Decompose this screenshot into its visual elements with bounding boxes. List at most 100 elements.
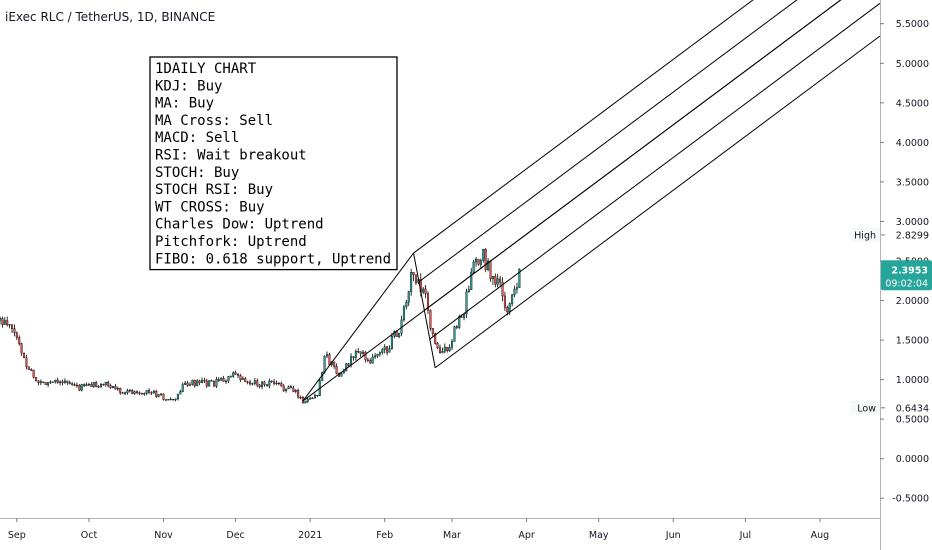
candle-body[interactable] [234,372,237,375]
candle-body[interactable] [73,384,76,386]
candle-body[interactable] [273,381,276,384]
candle-body[interactable] [25,357,28,367]
candle-body[interactable] [306,399,309,402]
candle-body[interactable] [491,276,494,279]
candle-body[interactable] [285,388,288,391]
candle-body[interactable] [436,343,439,348]
candle-body[interactable] [8,324,11,326]
candle-body[interactable] [114,385,117,390]
candle-body[interactable] [503,295,506,308]
candle-body[interactable] [18,337,21,344]
candle-body[interactable] [85,384,88,387]
candle-body[interactable] [328,354,331,366]
candle-body[interactable] [42,381,45,383]
candle-body[interactable] [253,380,256,384]
candle-body[interactable] [304,401,307,404]
candle-body[interactable] [323,355,326,373]
pitchfork-lower-tine[interactable] [434,35,881,369]
candle-body[interactable] [56,379,59,384]
candle-body[interactable] [246,381,249,383]
candle-body[interactable] [193,380,196,387]
candle-body[interactable] [3,320,6,325]
candle-body[interactable] [90,384,93,387]
candle-body[interactable] [395,331,398,337]
candle-body[interactable] [208,380,211,387]
candle-body[interactable] [47,382,50,386]
candle-body[interactable] [54,379,57,382]
candle-body[interactable] [181,384,184,392]
candle-body[interactable] [424,288,427,294]
candle-body[interactable] [374,355,377,358]
candle-body[interactable] [518,269,521,288]
candle-body[interactable] [164,399,167,401]
candle-body[interactable] [116,388,119,390]
candle-body[interactable] [152,391,155,394]
candle-body[interactable] [352,356,355,358]
candle-body[interactable] [475,258,478,263]
candle-body[interactable] [241,378,244,380]
candle-body[interactable] [282,385,285,391]
candle-body[interactable] [407,291,410,303]
candle-body[interactable] [429,309,432,329]
candle-body[interactable] [313,394,316,399]
candle-body[interactable] [68,382,71,385]
candle-body[interactable] [402,306,405,321]
candle-body[interactable] [128,390,131,392]
candle-body[interactable] [140,393,143,395]
candle-body[interactable] [451,341,454,348]
candle-body[interactable] [27,366,30,370]
candle-body[interactable] [412,272,415,275]
candle-body[interactable] [325,354,329,357]
candle-body[interactable] [359,351,362,354]
candle-body[interactable] [66,380,69,383]
candle-body[interactable] [39,381,42,384]
candle-body[interactable] [256,380,259,386]
candle-body[interactable] [479,260,482,265]
candle-body[interactable] [496,278,499,285]
candle-body[interactable] [37,380,40,384]
candle-body[interactable] [198,380,201,383]
candle-body[interactable] [136,391,139,393]
candle-body[interactable] [311,397,314,399]
candle-body[interactable] [126,390,129,393]
candle-body[interactable] [155,391,158,397]
candle-body[interactable] [388,348,391,353]
candle-body[interactable] [30,369,33,371]
candle-body[interactable] [268,380,271,387]
candle-body[interactable] [446,346,449,351]
candle-body[interactable] [350,356,353,366]
candle-body[interactable] [513,288,516,296]
candle-body[interactable] [222,378,225,382]
candle-body[interactable] [371,356,374,364]
candle-body[interactable] [489,260,492,279]
candle-body[interactable] [316,394,319,397]
candle-body[interactable] [61,381,64,384]
candle-body[interactable] [162,393,165,400]
candle-body[interactable] [104,382,107,385]
candle-body[interactable] [44,382,47,386]
candle-body[interactable] [121,392,124,394]
annotation-box-frame[interactable] [149,56,398,271]
candle-body[interactable] [342,370,345,374]
candle-body[interactable] [10,324,14,329]
candle-body[interactable] [217,379,220,381]
pitchfork-lower-mid-tine[interactable] [429,2,881,340]
candle-body[interactable] [362,351,365,354]
candle-body[interactable] [347,363,350,366]
candle-body[interactable] [438,347,442,354]
candle-body[interactable] [511,294,514,304]
candle-body[interactable] [287,386,290,390]
candle-body[interactable] [184,382,187,385]
candle-body[interactable] [63,380,66,384]
candle-body[interactable] [109,385,112,388]
candle-body[interactable] [220,378,223,381]
candle-body[interactable] [131,390,134,394]
candle-body[interactable] [289,386,292,389]
candle-body[interactable] [186,382,189,386]
candle-body[interactable] [87,384,90,386]
candle-body[interactable] [150,392,153,394]
candle-body[interactable] [215,379,218,387]
candle-body[interactable] [345,363,348,372]
candle-body[interactable] [49,381,52,383]
